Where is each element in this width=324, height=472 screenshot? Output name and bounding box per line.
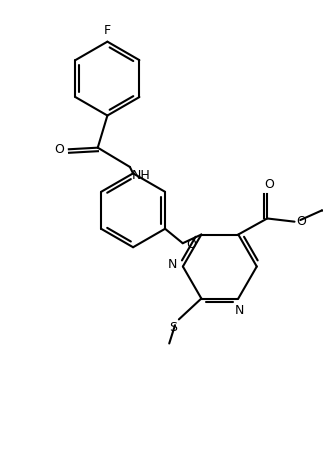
Text: N: N (168, 258, 177, 271)
Text: N: N (235, 304, 245, 317)
Text: O: O (54, 143, 64, 156)
Text: NH: NH (132, 169, 150, 182)
Text: O: O (187, 238, 196, 251)
Text: F: F (104, 24, 111, 37)
Text: S: S (169, 321, 177, 334)
Text: O: O (264, 178, 274, 191)
Text: O: O (296, 215, 306, 228)
